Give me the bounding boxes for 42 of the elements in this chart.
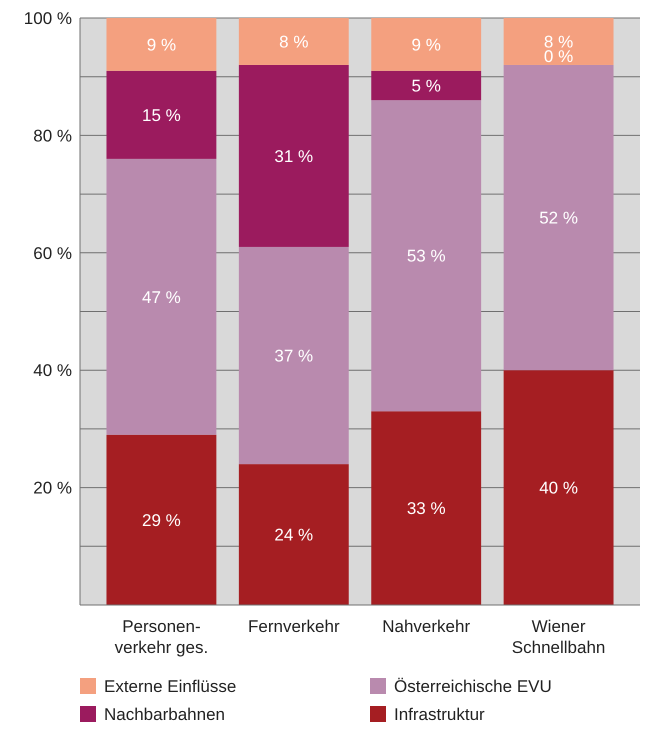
bar — [106, 434, 216, 605]
bar — [238, 464, 349, 605]
data-label: 15 % — [142, 106, 181, 125]
data-label: 29 % — [142, 510, 181, 530]
data-label: 8 % — [279, 32, 308, 52]
y-tick-label: 80 % — [33, 126, 72, 146]
bar — [504, 370, 614, 605]
y-tick-label: 60 % — [33, 244, 72, 263]
legend-label: Externe Einflüsse — [104, 677, 236, 696]
bar — [238, 64, 349, 247]
data-label: 9 % — [412, 35, 441, 54]
legend-label: Nachbarbahnen — [104, 705, 225, 724]
y-tick-label: 40 % — [33, 361, 72, 380]
bar — [238, 246, 349, 464]
data-label: 33 % — [406, 499, 446, 518]
bar — [371, 18, 482, 71]
bar — [106, 158, 216, 435]
y-tick-label: 20 % — [33, 478, 72, 498]
data-label: 5 % — [412, 76, 441, 96]
data-label: 37 % — [274, 346, 314, 366]
bar — [238, 18, 349, 65]
data-label: 24 % — [274, 526, 314, 545]
x-tick-label: Wiener Schnellbahn — [512, 617, 606, 657]
data-label: 52 % — [539, 208, 578, 228]
legend-label: Österreichische EVU — [394, 677, 552, 696]
bar — [504, 64, 614, 370]
bar — [371, 411, 482, 605]
data-label: 53 % — [406, 246, 446, 266]
data-label: 47 % — [142, 288, 181, 307]
x-tick-label: Nahverkehr — [382, 617, 470, 636]
x-tick-label: Fernverkehr — [248, 617, 340, 636]
data-label: 31 % — [274, 146, 314, 166]
bar — [371, 100, 482, 412]
x-tick-label: Personen- verkehr ges. — [114, 617, 208, 657]
bar — [106, 70, 216, 159]
bar — [106, 18, 216, 71]
y-tick-label: 100 % — [24, 9, 72, 28]
data-label: 9 % — [146, 35, 176, 54]
bar — [371, 70, 482, 100]
data-label: 40 % — [539, 478, 578, 498]
legend-label: Infrastruktur — [394, 705, 486, 724]
bar — [504, 18, 614, 65]
